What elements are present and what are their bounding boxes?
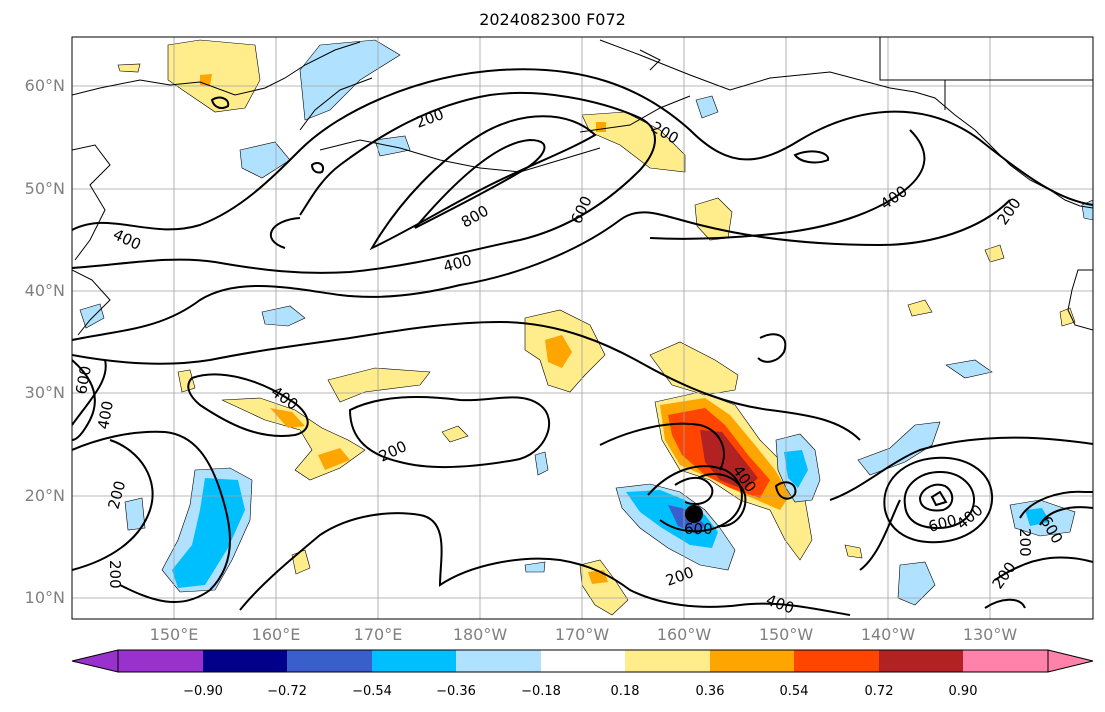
lat-label: 60°N [24,76,65,95]
contour-label: 200 [1016,528,1034,557]
colorbar-frame [117,649,1049,673]
negative-anomaly-area [172,478,245,588]
negative-anomaly-area [945,359,993,379]
positive-anomaly-area [318,448,350,470]
colorbar-bin [879,650,963,672]
positive-anomaly-area [117,63,141,73]
colorbar-bin [963,650,1048,672]
plot-frame [71,36,1094,620]
lon-label: 170°E [353,625,403,644]
positive-anomaly-area [1059,307,1076,327]
positive-anomaly-area [167,39,261,113]
negative-anomaly-area [261,305,306,327]
positive-anomaly-area [177,369,196,393]
lat-label: 30°N [24,383,65,402]
negative-anomaly-area [1025,508,1050,526]
colorbar-tick-label: −0.54 [352,684,392,699]
lon-label: 150°E [149,625,199,644]
positive-anomaly-area [270,408,305,428]
negative-anomaly-area [79,303,105,329]
colorbar-tick-label: 0.18 [610,684,640,699]
positive-anomaly-area [581,111,686,173]
positive-anomaly-area [844,544,863,559]
contour-lines [72,68,1093,616]
colorbar-bin [794,650,879,672]
negative-anomaly-area [897,561,936,606]
lon-label: 130°W [962,625,1018,644]
colorbar-extend-low [71,649,119,673]
lon-label: 150°W [758,625,814,644]
negative-anomaly-area [784,450,808,488]
colorbar-tick-label: 0.72 [864,684,894,699]
lon-label: 160°W [656,625,712,644]
positive-anomaly-area [649,341,739,396]
positive-anomaly-area [441,425,469,443]
colorbar-bin [710,650,794,672]
lon-label: 170°W [554,625,610,644]
colorbar-bin [203,650,287,672]
colorbar-tick-label: −0.90 [183,684,223,699]
colorbar-tick-label: 0.90 [948,684,978,699]
colorbar-tick-label: −0.18 [521,684,561,699]
colorbar-bin [287,650,372,672]
colorbar-bin [456,650,541,672]
colorbar [71,649,1094,673]
positive-anomaly-area [700,430,758,490]
negative-anomaly-area [857,421,941,476]
colorbar-bin [541,650,625,672]
negative-anomaly-area [124,497,146,531]
graticule [72,37,1093,619]
lat-label: 40°N [24,281,65,300]
colorbar-extend-high [1047,649,1094,673]
positive-anomaly-area [907,299,933,317]
colorbar-bin [372,650,456,672]
negative-anomaly-area [524,561,546,573]
lat-label: 10°N [24,588,65,607]
colorbar-tick-label: −0.36 [436,684,476,699]
positive-anomaly-area [327,367,431,403]
colorbar-tick-label: 0.54 [779,684,809,699]
colorbar-bin [625,650,710,672]
lon-label: 160°E [251,625,301,644]
lon-label: 140°W [860,625,916,644]
map-title: 2024082300 F072 [479,10,626,29]
lon-label: 180°W [452,625,508,644]
contour-label: 400 [94,399,117,430]
negative-anomaly-area [534,451,549,476]
positive-anomaly-area [596,122,606,132]
contour-label: 600 [72,364,95,395]
positive-anomaly-area [545,335,572,368]
colorbar-bin [118,650,203,672]
negative-anomaly-area [668,505,705,535]
lat-label: 50°N [24,179,65,198]
shaded-fields [79,39,1093,616]
colorbar-tick-label: 0.36 [695,684,725,699]
contour-label: 200 [106,560,124,589]
negative-anomaly-area [695,95,719,119]
lat-label: 20°N [24,486,65,505]
cyclone-center-marker [685,505,703,523]
contour-label: 600 [684,520,713,538]
colorbar-tick-label: −0.72 [267,684,307,699]
